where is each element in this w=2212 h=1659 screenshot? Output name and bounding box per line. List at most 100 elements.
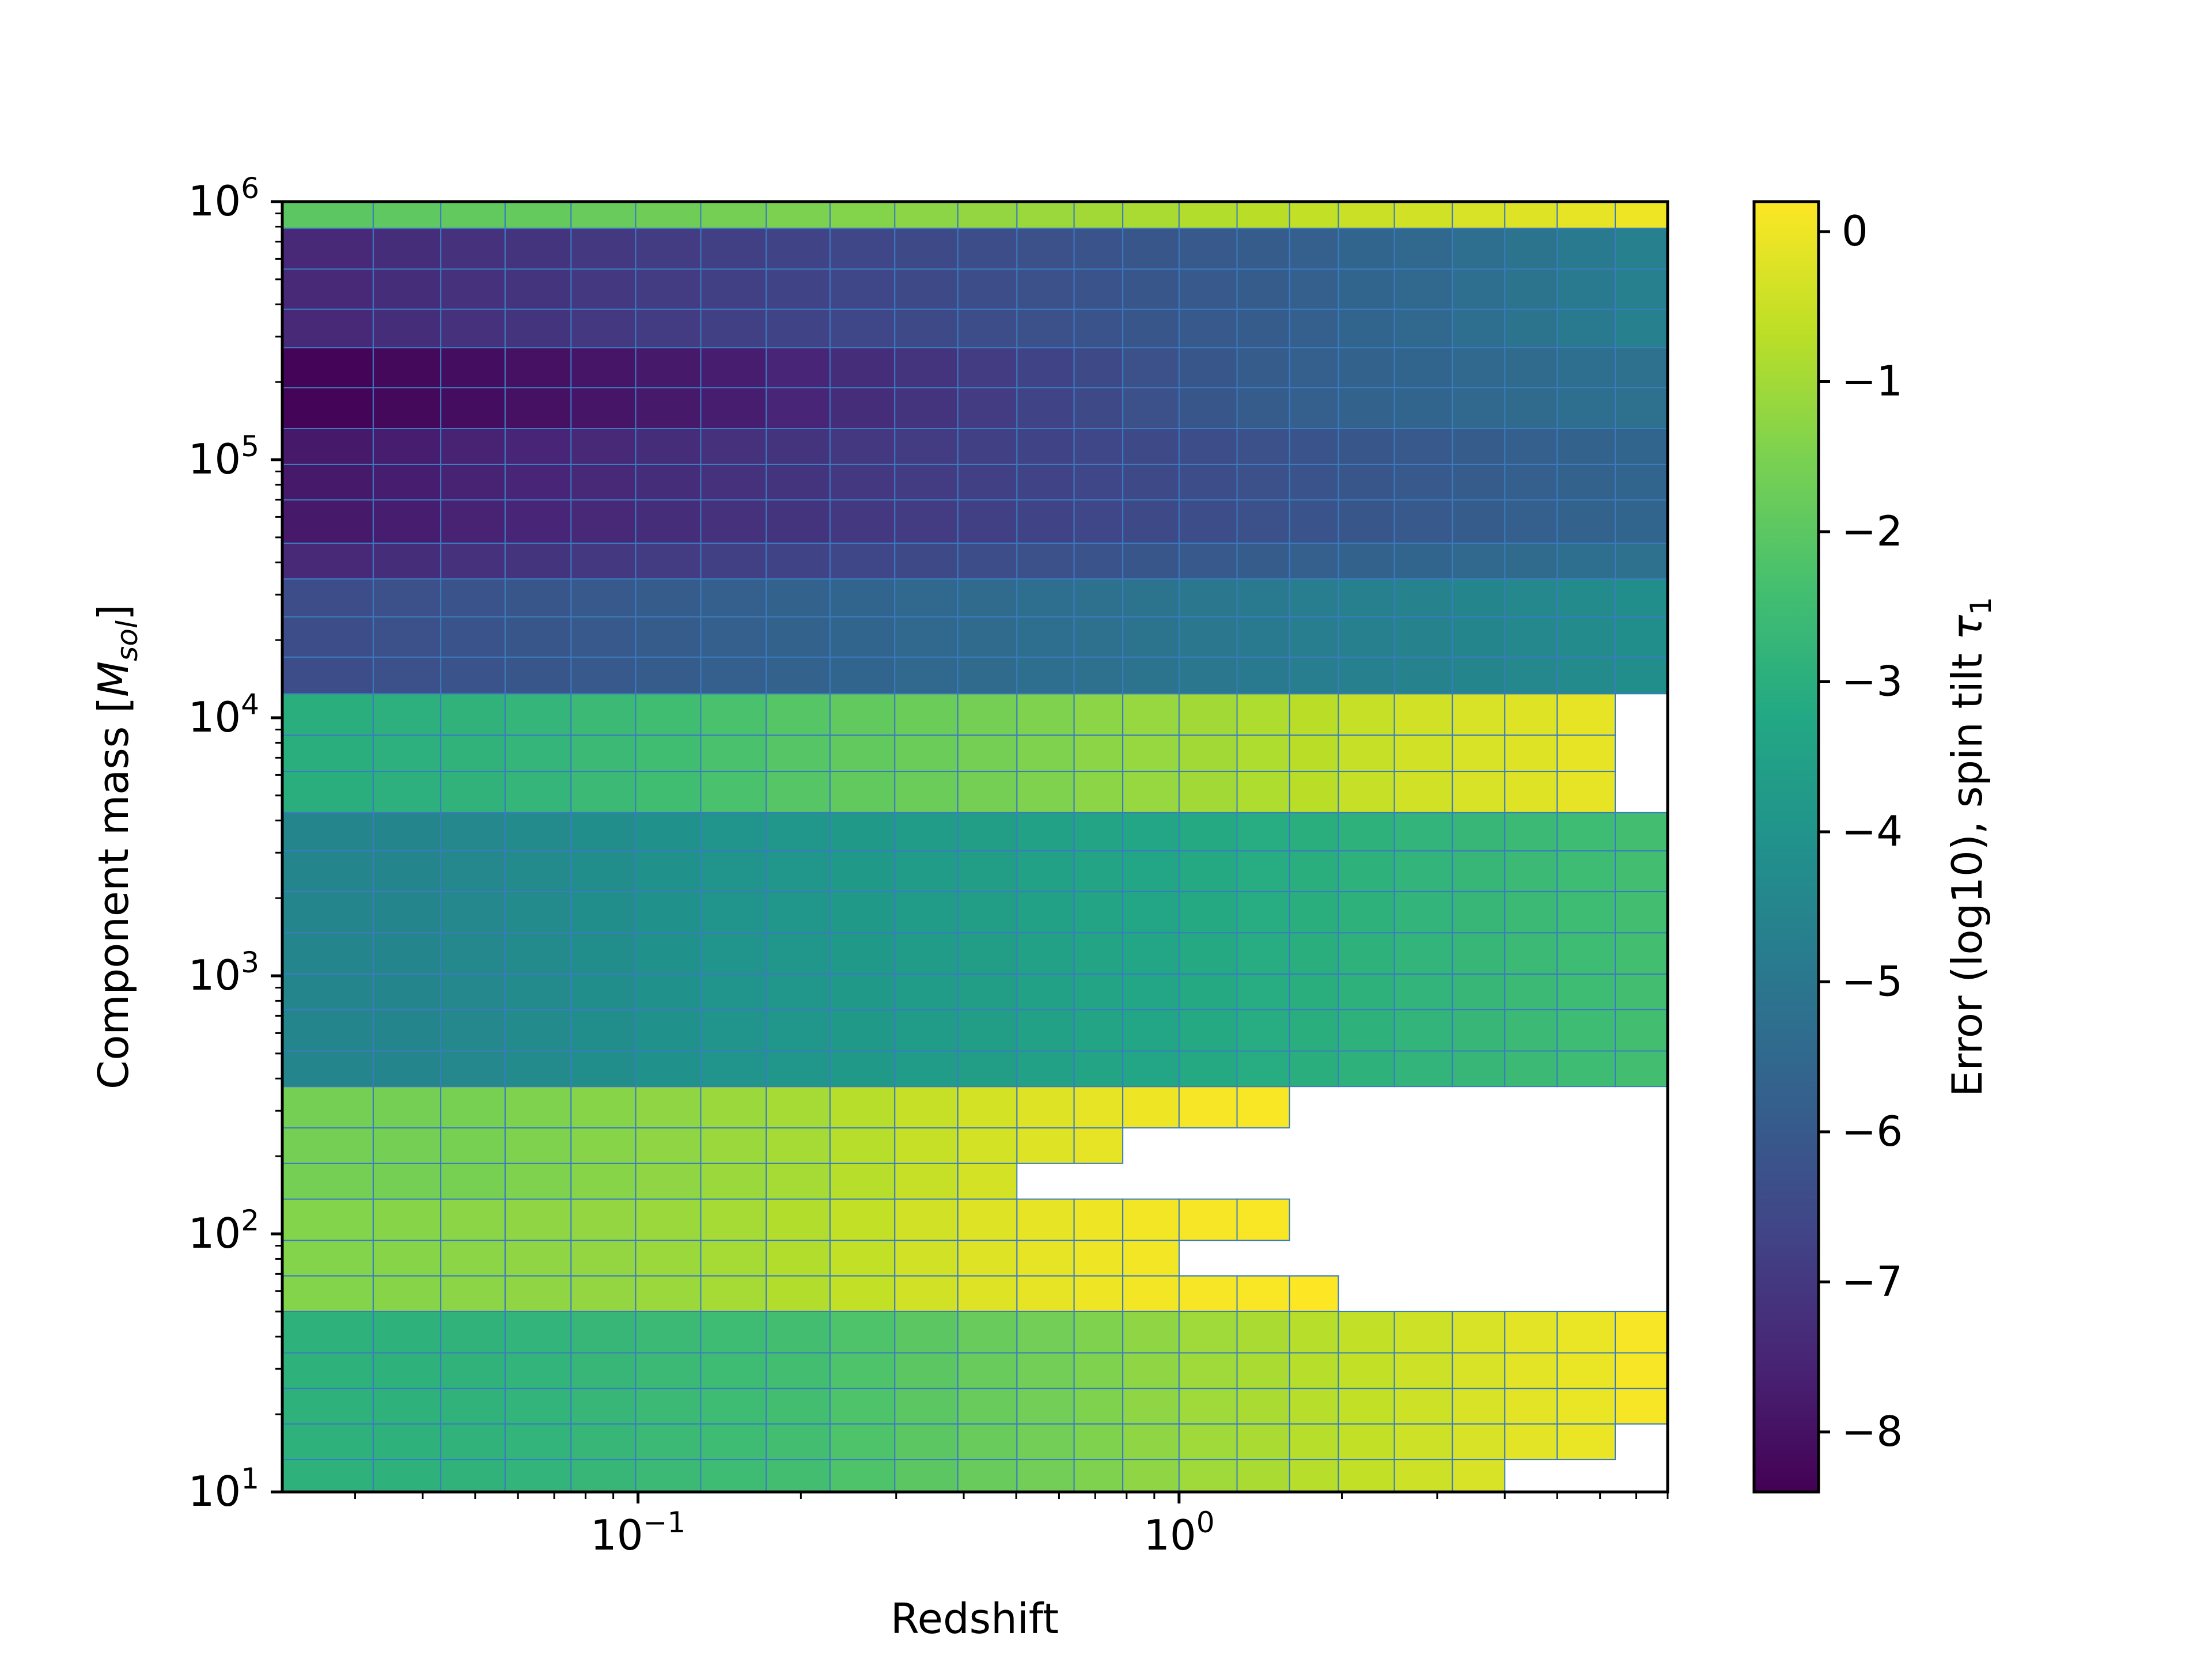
- heatmap-cell: [282, 308, 374, 349]
- heatmap-cell: [635, 1423, 702, 1460]
- heatmap-cell: [1556, 1352, 1616, 1389]
- heatmap-cell: [1236, 932, 1290, 975]
- heatmap-cell: [829, 1388, 896, 1425]
- heatmap-cell: [766, 734, 831, 772]
- colorbar-label-subscript: 1: [1964, 597, 1998, 615]
- heatmap-cell: [1178, 347, 1238, 389]
- heatmap-cell: [1178, 656, 1238, 695]
- heatmap-cell: [570, 1162, 637, 1200]
- heatmap-cell: [1236, 201, 1290, 229]
- heatmap-cell: [766, 1388, 831, 1425]
- heatmap-cell: [829, 1086, 896, 1128]
- heatmap-cell: [894, 268, 959, 310]
- heatmap-cell: [635, 1086, 702, 1128]
- heatmap-cell: [570, 268, 637, 310]
- heatmap-cell: [1122, 1423, 1180, 1460]
- heatmap-cell: [957, 1240, 1018, 1277]
- heatmap-cell: [372, 542, 442, 579]
- heatmap-cell: [1338, 1050, 1395, 1088]
- heatmap-cell: [700, 1009, 767, 1052]
- heatmap-cell: [440, 656, 506, 695]
- heatmap-cell: [700, 656, 767, 695]
- heatmap-cell: [1452, 308, 1506, 349]
- heatmap-cell: [1556, 891, 1616, 934]
- heatmap-cell: [1178, 1009, 1238, 1052]
- heatmap-cell: [1556, 228, 1616, 270]
- heatmap-cell: [957, 973, 1018, 1010]
- heatmap-cell: [766, 973, 831, 1010]
- heatmap-cell: [1236, 428, 1290, 465]
- heatmap-cell: [635, 428, 702, 465]
- heatmap-cell: [1073, 693, 1124, 736]
- heatmap-cell: [1289, 850, 1339, 892]
- heatmap-cell: [894, 616, 959, 658]
- heatmap-cell: [570, 1352, 637, 1389]
- heatmap-cell: [1393, 228, 1453, 270]
- heatmap-cell: [700, 1162, 767, 1200]
- heatmap-cell: [504, 228, 572, 270]
- heatmap-cell: [1016, 228, 1075, 270]
- heatmap-cell: [1236, 463, 1290, 501]
- heatmap-cell: [957, 428, 1018, 465]
- heatmap-cell: [700, 499, 767, 544]
- heatmap-cell: [570, 932, 637, 975]
- heatmap-cell: [372, 578, 442, 618]
- heatmap-cell: [1504, 1310, 1558, 1354]
- heatmap-cell: [504, 1388, 572, 1425]
- heatmap-cell: [440, 1009, 506, 1052]
- heatmap-cell: [440, 201, 506, 229]
- heatmap-cell: [1504, 1388, 1558, 1425]
- heatmap-cell: [1452, 387, 1506, 429]
- heatmap-cell: [766, 1240, 831, 1277]
- heatmap-cell: [1073, 734, 1124, 772]
- heatmap-cell: [1504, 542, 1558, 579]
- heatmap-cell: [766, 308, 831, 349]
- heatmap-cell: [894, 201, 959, 229]
- heatmap-cell: [1016, 932, 1075, 975]
- heatmap-cell: [700, 771, 767, 813]
- heatmap-cell: [700, 1352, 767, 1389]
- heatmap-cell: [766, 1459, 831, 1493]
- heatmap-cell: [372, 347, 442, 389]
- heatmap-cell: [372, 1127, 442, 1164]
- heatmap-cell: [829, 578, 896, 618]
- heatmap-cell: [372, 973, 442, 1010]
- heatmap-cell: [1393, 1310, 1453, 1354]
- heatmap-cell: [372, 463, 442, 501]
- heatmap-cell: [894, 734, 959, 772]
- heatmap-cell: [1338, 387, 1395, 429]
- heatmap-cell: [282, 1162, 374, 1200]
- heatmap-cell: [1615, 891, 1668, 934]
- heatmap-cell: [1122, 428, 1180, 465]
- heatmap-cell: [1178, 578, 1238, 618]
- heatmap-cell: [1452, 1459, 1506, 1493]
- heatmap-cell: [372, 812, 442, 852]
- heatmap-cell: [1452, 850, 1506, 892]
- heatmap-cell: [1073, 1423, 1124, 1460]
- heatmap-cell: [282, 201, 374, 229]
- heatmap-cell: [1178, 1459, 1238, 1493]
- heatmap-cell: [957, 387, 1018, 429]
- heatmap-cell: [1016, 656, 1075, 695]
- heatmap-cell: [829, 387, 896, 429]
- heatmap-cell: [766, 1352, 831, 1389]
- heatmap-cell: [766, 616, 831, 658]
- heatmap-cell: [700, 542, 767, 579]
- heatmap-cell: [1556, 812, 1616, 852]
- heatmap-cell: [282, 578, 374, 618]
- heatmap-cell: [570, 1423, 637, 1460]
- heatmap-cell: [440, 1388, 506, 1425]
- y-tick-label: 104: [188, 688, 259, 741]
- heatmap-cell: [635, 973, 702, 1010]
- colorbar-tick-label: −8: [1842, 1407, 1903, 1456]
- heatmap-cell: [957, 1459, 1018, 1493]
- heatmap-cell: [504, 1086, 572, 1128]
- heatmap-cell: [440, 932, 506, 975]
- heatmap-cell: [440, 228, 506, 270]
- heatmap-cell: [1504, 499, 1558, 544]
- heatmap-cell: [829, 268, 896, 310]
- heatmap-cell: [282, 1127, 374, 1164]
- heatmap-cell: [1122, 693, 1180, 736]
- heatmap-cell: [1452, 463, 1506, 501]
- heatmap-cell: [372, 308, 442, 349]
